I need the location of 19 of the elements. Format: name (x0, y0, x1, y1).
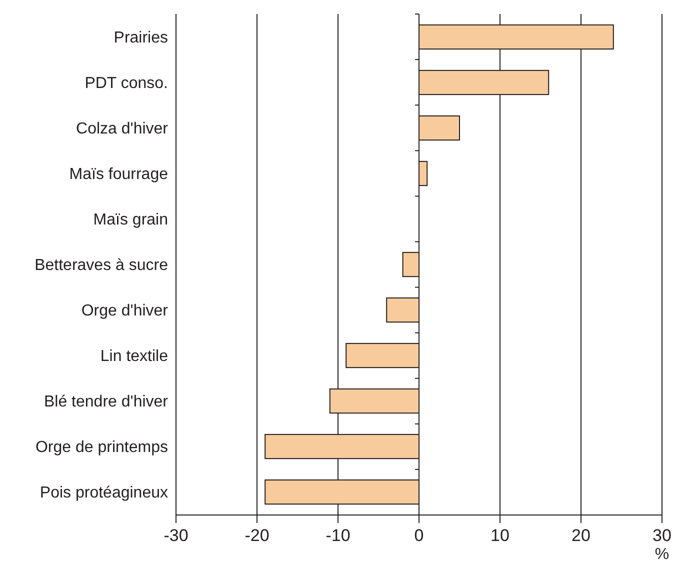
y-tick-label: Maïs fourrage (69, 166, 168, 184)
x-axis-title: % (654, 546, 670, 563)
x-tick-label: 30 (652, 526, 672, 545)
y-tick-label: Prairies (114, 30, 168, 47)
x-tick-label: -20 (244, 526, 270, 545)
x-tick-label: -10 (326, 526, 350, 545)
y-tick-label: Pois protéagineux (40, 484, 168, 502)
x-tick-label: 0 (414, 526, 424, 545)
x-tick-label: -30 (164, 526, 188, 545)
y-tick-label: PDT conso. (84, 75, 168, 92)
y-tick-label: Orge d'hiver (81, 302, 169, 320)
y-tick-label: Betteraves à sucre (34, 257, 168, 274)
y-tick-label: Lin textile (100, 348, 168, 366)
x-tick-label: 10 (490, 526, 510, 545)
y-tick-label: Maïs grain (93, 212, 168, 229)
y-tick-label: Blé tendre d'hiver (44, 394, 169, 411)
y-tick-label: Orge de printemps (35, 439, 168, 456)
x-tick-label: 20 (572, 526, 590, 545)
y-tick-label: Colza d'hiver (76, 120, 169, 138)
